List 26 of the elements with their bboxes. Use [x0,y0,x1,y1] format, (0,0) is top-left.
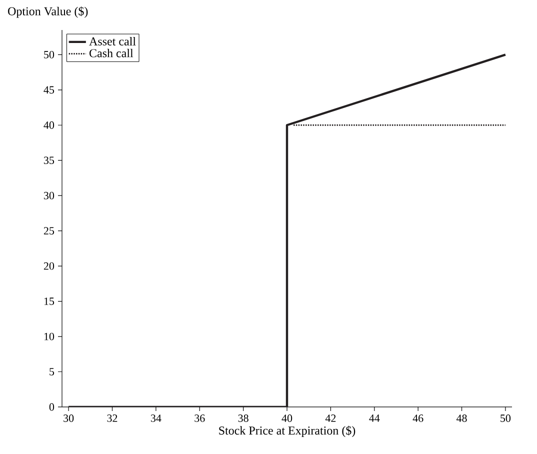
y-tick-label: 45 [44,86,54,94]
x-tick-label: 38 [238,414,248,422]
x-tick-label: 50 [500,414,511,422]
y-tick-label: 15 [44,298,54,305]
y-tick-label: 50 [44,50,54,58]
y-tick-label: 40 [44,121,54,129]
y-tick-label: 10 [44,332,54,340]
x-tick-label: 40 [282,414,292,422]
y-tick-label: 35 [44,156,54,164]
x-tick-label: 30 [64,414,74,422]
x-tick-label: 34 [150,414,162,422]
x-tick-label: 48 [456,414,467,422]
x-tick-label: 36 [194,414,205,422]
x-tick-label: 46 [412,414,424,422]
y-tick-label: 5 [50,368,54,376]
y-tick-label: 25 [44,227,54,235]
y-axis-title: Option Value ($) [8,6,88,18]
legend-label: Asset call [89,37,136,46]
x-tick-label: 44 [369,414,380,422]
x-tick-label: 42 [325,414,336,422]
legend-label: Cash call [90,48,134,58]
x-tick-label: 32 [107,414,118,422]
y-tick-label: 0 [49,403,54,411]
y-tick-label: 20 [44,262,54,270]
y-tick-label: 30 [44,192,54,200]
x-axis-title: Stock Price at Expiration ($) [219,426,356,438]
